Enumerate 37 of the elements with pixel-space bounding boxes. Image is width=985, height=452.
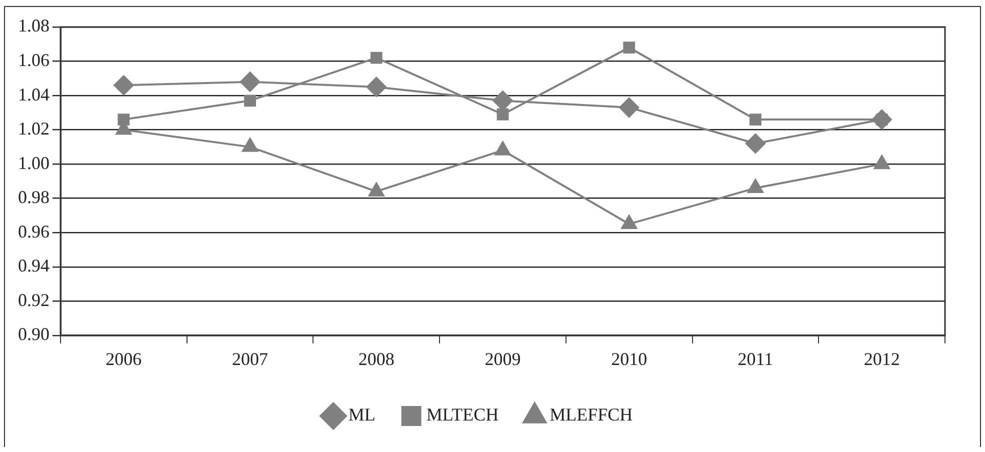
point xyxy=(748,179,764,194)
y-tick-label: 0.90 xyxy=(18,324,50,344)
point xyxy=(366,76,386,97)
point xyxy=(745,134,766,154)
point xyxy=(494,141,511,156)
legend-label: MLTECH xyxy=(426,404,499,425)
y-tick-label: 1.08 xyxy=(18,16,50,36)
point xyxy=(242,138,258,152)
point xyxy=(370,52,382,64)
y-tick-label: 1.04 xyxy=(18,84,50,104)
point xyxy=(619,98,640,118)
legend-label: MLEFFCH xyxy=(550,404,633,425)
point xyxy=(874,155,890,170)
y-tick-label: 0.92 xyxy=(18,290,50,310)
y-tick-label: 1.02 xyxy=(18,118,50,139)
x-tick-label: 2007 xyxy=(232,348,268,369)
y-tick-label: 1.00 xyxy=(18,152,50,173)
point xyxy=(750,114,762,126)
x-tick-label: 2009 xyxy=(484,348,521,369)
x-tick-label: 2012 xyxy=(864,348,900,369)
y-tick-label: 0.96 xyxy=(18,221,50,242)
y-tick-label: 0.98 xyxy=(18,187,50,208)
x-tick-label: 2008 xyxy=(358,348,394,369)
point xyxy=(114,75,134,96)
legend-label: ML xyxy=(348,404,376,425)
x-tick-label: 2010 xyxy=(611,348,648,369)
point xyxy=(623,42,636,54)
point xyxy=(621,215,638,230)
point xyxy=(496,108,509,120)
point xyxy=(240,72,260,92)
x-tick-label: 2006 xyxy=(106,348,142,369)
point xyxy=(118,114,130,126)
point xyxy=(368,182,384,196)
x-tick-label: 2011 xyxy=(738,348,774,369)
y-tick-label: 1.06 xyxy=(18,50,50,70)
point xyxy=(244,94,256,107)
y-tick-label: 0.94 xyxy=(18,256,50,276)
